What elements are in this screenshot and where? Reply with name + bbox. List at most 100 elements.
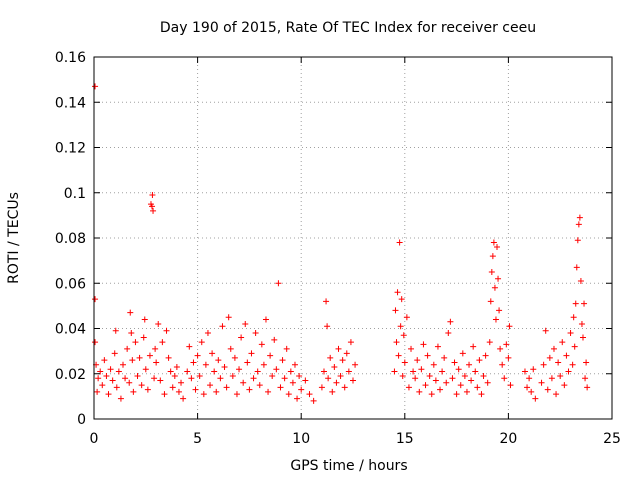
data-point xyxy=(142,366,149,373)
data-point xyxy=(254,368,261,375)
data-point xyxy=(333,379,340,386)
data-point xyxy=(150,207,157,214)
data-point xyxy=(526,375,533,382)
data-point xyxy=(391,368,398,375)
data-point xyxy=(138,382,145,389)
data-point xyxy=(555,359,562,366)
data-point xyxy=(468,377,475,384)
data-point xyxy=(101,357,108,364)
data-point xyxy=(246,386,253,393)
data-point xyxy=(117,395,124,402)
data-point xyxy=(424,352,431,359)
data-point xyxy=(323,298,330,305)
data-point xyxy=(577,277,584,284)
data-point xyxy=(486,339,493,346)
data-point xyxy=(273,366,280,373)
data-point xyxy=(398,296,405,303)
data-point xyxy=(335,345,342,352)
y-tick-label: 0.04 xyxy=(55,322,86,338)
data-point xyxy=(576,214,583,221)
data-point xyxy=(530,366,537,373)
data-point xyxy=(418,366,425,373)
data-point xyxy=(501,375,508,382)
data-point xyxy=(180,395,187,402)
data-point xyxy=(165,354,172,361)
data-point xyxy=(163,327,170,334)
data-point xyxy=(112,327,119,334)
data-point xyxy=(157,377,164,384)
data-point xyxy=(151,375,158,382)
data-point xyxy=(581,300,588,307)
data-point xyxy=(250,375,257,382)
data-point xyxy=(499,361,506,368)
data-point xyxy=(141,316,148,323)
data-point xyxy=(248,350,255,357)
data-point xyxy=(563,352,570,359)
data-point xyxy=(495,275,502,282)
data-point xyxy=(582,375,589,382)
data-point xyxy=(403,314,410,321)
data-point xyxy=(279,357,286,364)
data-point xyxy=(569,361,576,368)
x-tick-label: 10 xyxy=(292,431,310,447)
y-tick-label: 0.06 xyxy=(55,276,86,292)
data-point xyxy=(455,366,462,373)
data-point xyxy=(262,316,269,323)
y-tick-label: 0.08 xyxy=(55,231,86,247)
data-point xyxy=(331,363,338,370)
x-tick-label: 0 xyxy=(90,431,99,447)
data-point xyxy=(225,314,232,321)
data-point xyxy=(476,357,483,364)
data-point xyxy=(443,379,450,386)
data-point xyxy=(451,359,458,366)
data-point xyxy=(420,341,427,348)
data-point xyxy=(129,357,136,364)
y-tick-label: 0.1 xyxy=(64,186,86,202)
data-point xyxy=(544,386,551,393)
data-point xyxy=(192,386,199,393)
data-point xyxy=(291,361,298,368)
data-point xyxy=(492,316,499,323)
data-point xyxy=(449,375,456,382)
data-point xyxy=(92,296,99,303)
data-point xyxy=(550,345,557,352)
data-point xyxy=(352,361,359,368)
data-point xyxy=(399,373,406,380)
data-point xyxy=(95,375,102,382)
data-point xyxy=(132,339,139,346)
data-point xyxy=(107,366,114,373)
data-point xyxy=(521,368,528,375)
data-point xyxy=(505,354,512,361)
x-tick-label: 25 xyxy=(603,431,621,447)
data-point xyxy=(171,373,178,380)
data-point xyxy=(567,330,574,337)
data-point xyxy=(134,373,141,380)
data-point xyxy=(149,192,156,199)
data-point xyxy=(127,309,134,316)
data-point xyxy=(482,352,489,359)
x-tick-label: 5 xyxy=(193,431,202,447)
data-point xyxy=(570,314,577,321)
data-point xyxy=(113,384,120,391)
data-point xyxy=(265,388,272,395)
data-point xyxy=(574,237,581,244)
data-point xyxy=(219,323,226,330)
data-point xyxy=(97,368,104,375)
data-point xyxy=(528,388,535,395)
data-point xyxy=(184,368,191,375)
data-point xyxy=(532,395,539,402)
data-point xyxy=(229,373,236,380)
data-point xyxy=(412,375,419,382)
data-point xyxy=(269,373,276,380)
data-point xyxy=(281,375,288,382)
data-point xyxy=(124,345,131,352)
data-point xyxy=(130,388,137,395)
data-point xyxy=(400,332,407,339)
data-point xyxy=(242,320,249,327)
data-point xyxy=(416,388,423,395)
data-point xyxy=(310,397,317,404)
data-point xyxy=(105,391,112,398)
data-point xyxy=(178,379,185,386)
data-point xyxy=(584,384,591,391)
data-points xyxy=(92,83,591,404)
